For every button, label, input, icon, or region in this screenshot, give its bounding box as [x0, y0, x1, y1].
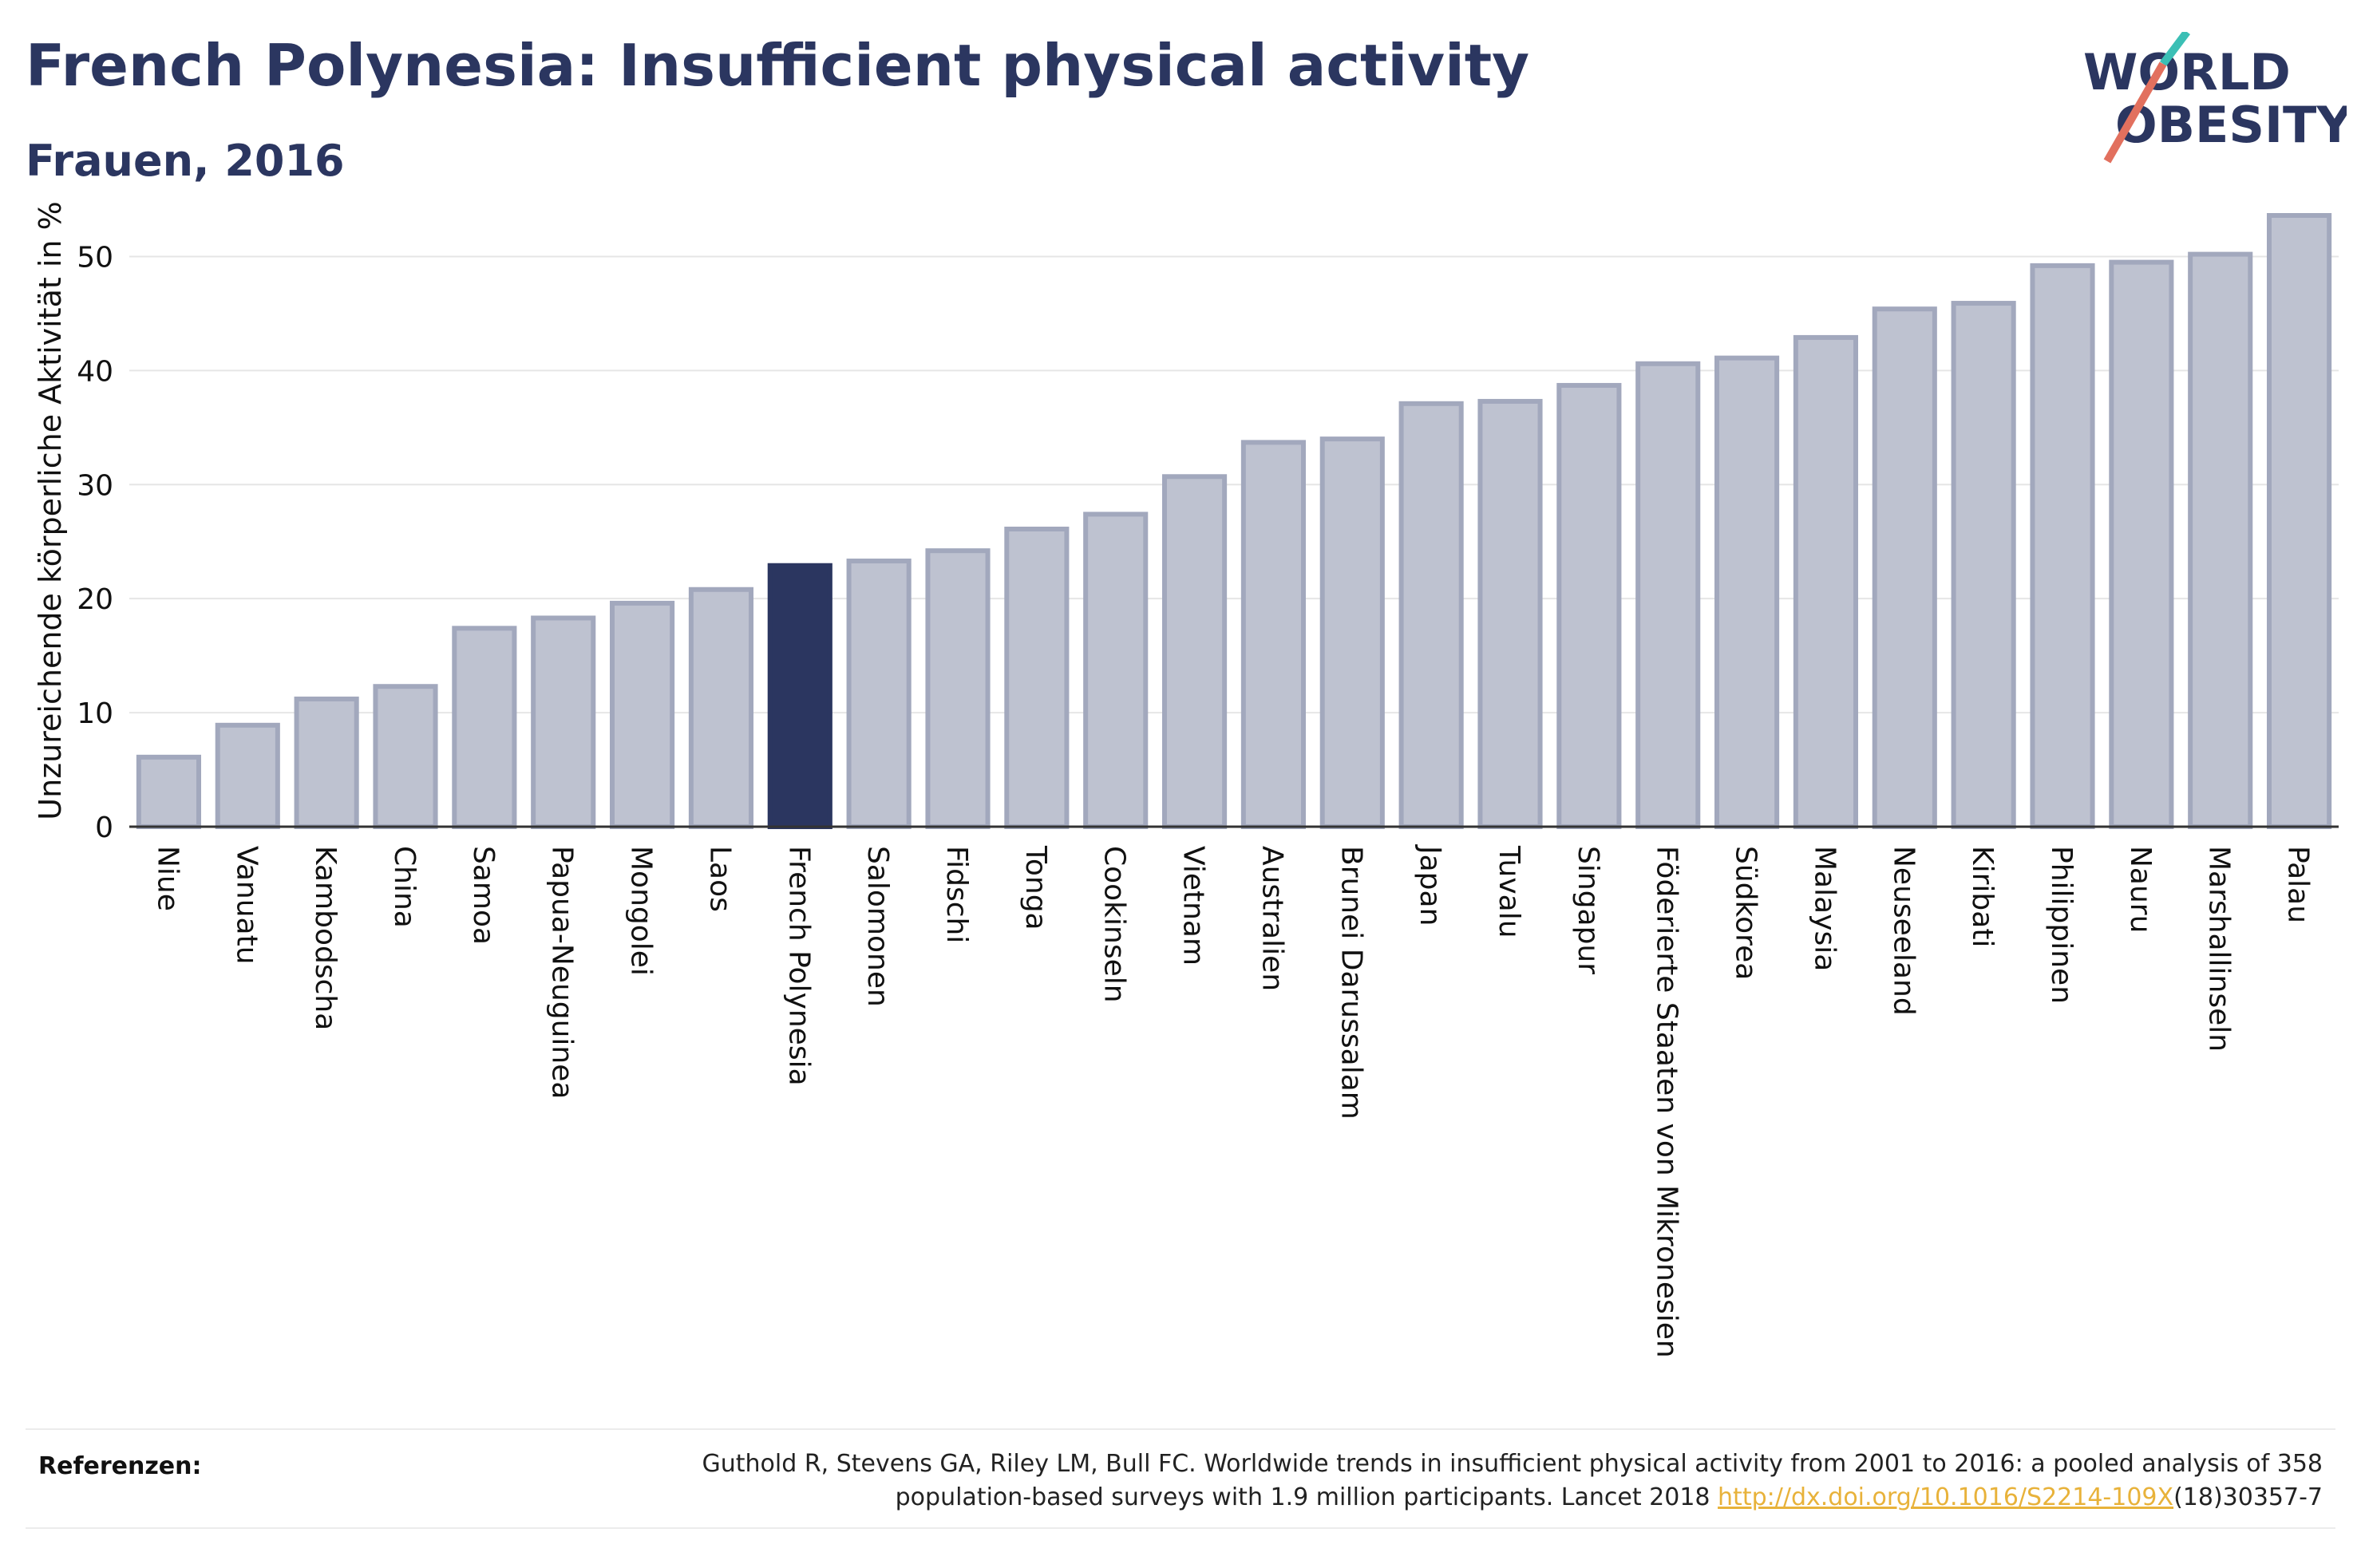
bar	[1556, 382, 1622, 829]
logo-slash-teal	[2160, 32, 2190, 66]
y-tick-label: 0	[95, 812, 113, 844]
page-subtitle: Frauen, 2016	[26, 136, 345, 186]
bar	[215, 722, 280, 830]
bar	[1398, 401, 1464, 830]
x-tick-label: Tonga	[1019, 845, 1052, 930]
x-tick-label: Philippinen	[2045, 846, 2078, 1004]
x-tick-label: Malaysia	[1808, 846, 1841, 971]
reference-doi-link[interactable]: http://dx.doi.org/10.1016/S2214-109X	[1718, 1483, 2174, 1511]
logo-line2: OBESITY	[2115, 96, 2347, 154]
logo-line1: WORLD	[2083, 43, 2291, 101]
bar	[531, 615, 596, 830]
x-tick-label: Kiribati	[1966, 846, 1999, 947]
x-tick-label: Niue	[151, 846, 184, 911]
bar	[1004, 527, 1070, 829]
x-tick-label: Laos	[703, 846, 736, 912]
bar	[294, 696, 359, 830]
bar	[2109, 259, 2174, 830]
x-tick-label: Marshallinseln	[2203, 846, 2236, 1052]
y-axis-label: Unzureichende körperliche Aktivität in %	[33, 201, 68, 820]
bar	[2030, 263, 2095, 829]
x-tick-label: Japan	[1414, 844, 1446, 926]
bar	[373, 684, 438, 829]
x-tick-label: French Polynesia	[782, 846, 815, 1086]
bar	[1793, 334, 1858, 830]
bar	[1477, 398, 1543, 829]
x-tick-label: Vanuatu	[230, 846, 263, 965]
x-tick-label: Cookinseln	[1098, 846, 1131, 1003]
x-tick-label: Singapur	[1572, 846, 1604, 974]
y-tick-label: 30	[77, 469, 113, 502]
bar	[1240, 440, 1306, 829]
bar	[452, 626, 517, 830]
bar	[2188, 251, 2253, 829]
reference-line1: Guthold R, Stevens GA, Riley LM, Bull FC…	[702, 1450, 2323, 1478]
x-tick-label: Mongolei	[625, 846, 658, 976]
bar-highlighted	[767, 563, 832, 829]
y-tick-label: 10	[77, 697, 113, 730]
y-tick-label: 40	[77, 355, 113, 388]
bar	[1083, 511, 1149, 829]
bar	[1319, 436, 1385, 829]
reference-line2-suffix: (18)30357-7	[2173, 1483, 2323, 1511]
bar-chart: 0 10 20 30 40 50 Niue Vanuatu Kambodscha China Sam…	[33, 201, 2339, 1358]
bar	[2267, 213, 2332, 829]
bars	[136, 213, 2332, 830]
x-tick-label: Tuvalu	[1493, 845, 1525, 938]
x-tick-label: Neuseeland	[1887, 846, 1920, 1016]
reference-line2-prefix: population-based surveys with 1.9 millio…	[895, 1483, 1718, 1511]
bar	[1951, 301, 2016, 829]
x-tick-label: Nauru	[2124, 846, 2157, 933]
references-text: Guthold R, Stevens GA, Riley LM, Bull FC…	[567, 1448, 2323, 1515]
x-tick-label: Fidschi	[940, 846, 973, 943]
bar	[846, 559, 912, 829]
x-tick-label: Australien	[1256, 846, 1288, 991]
bar	[610, 600, 675, 829]
x-tick-label: Palau	[2282, 846, 2315, 923]
axes: 0 10 20 30 40 50 Niue Vanuatu Kambodscha China Sam…	[77, 241, 2339, 1358]
x-tick-label: China	[388, 846, 421, 928]
bar	[1872, 306, 1937, 829]
x-tick-label: Südkorea	[1730, 846, 1762, 980]
page-title: French Polynesia: Insufficient physical …	[26, 32, 1530, 99]
y-tick-label: 50	[77, 241, 113, 274]
x-tick-label: Föderierte Staaten von Mikronesien	[1651, 846, 1683, 1358]
bar	[1162, 474, 1228, 829]
x-tick-label: Papua-Neuguinea	[546, 846, 579, 1099]
world-obesity-logo: WORLD OBESITY	[2083, 32, 2347, 164]
x-tick-label: Kambodscha	[309, 846, 342, 1030]
x-tick-label: Samoa	[467, 846, 500, 945]
references-label: Referenzen:	[38, 1452, 202, 1480]
x-tick-label: Salomonen	[861, 846, 894, 1007]
bar	[688, 587, 753, 829]
logo-slash-coral	[2103, 61, 2167, 164]
bar	[1714, 355, 1780, 830]
x-tick-label: Vietnam	[1177, 846, 1210, 966]
y-tick-label: 20	[77, 583, 113, 616]
references-section: Referenzen: Guthold R, Stevens GA, Riley…	[26, 1428, 2335, 1529]
bar	[1635, 361, 1701, 830]
x-tick-label: Brunei Darussalam	[1335, 846, 1367, 1120]
bar	[136, 754, 201, 829]
bar	[925, 548, 991, 829]
